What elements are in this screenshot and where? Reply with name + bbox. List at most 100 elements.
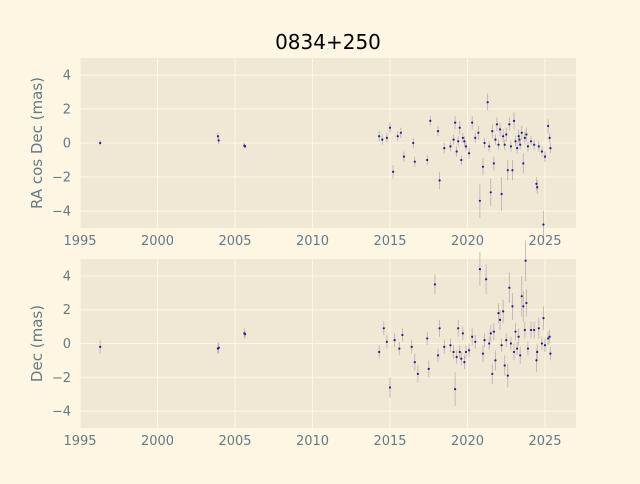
x-tick-label: 2000 [141, 234, 174, 249]
data-point [485, 278, 488, 281]
data-point [478, 268, 481, 271]
data-point [522, 305, 525, 308]
x-tick-label: 1995 [63, 234, 96, 249]
data-point [460, 357, 463, 360]
data-point [497, 311, 500, 315]
data-point [243, 333, 247, 336]
chart-title: 0834+250 [275, 30, 381, 54]
data-point [452, 350, 455, 354]
data-point [474, 340, 477, 343]
data-point [436, 130, 440, 133]
data-point [495, 123, 499, 126]
data-point [402, 155, 406, 158]
data-point [398, 347, 401, 350]
data-point [536, 186, 539, 189]
data-point [467, 152, 471, 155]
data-point [489, 332, 492, 335]
data-point [497, 143, 500, 146]
data-point [536, 350, 539, 354]
y-tick-label: 4 [63, 69, 71, 84]
data-point [516, 347, 519, 350]
data-point [217, 139, 220, 142]
data-point [433, 283, 437, 286]
data-point [401, 333, 404, 337]
data-point [426, 337, 429, 340]
data-point [467, 349, 471, 352]
data-point [458, 126, 461, 129]
data-point [464, 145, 468, 148]
data-point [460, 158, 463, 162]
data-point [457, 140, 460, 143]
data-point [410, 345, 413, 348]
data-point [509, 342, 512, 345]
data-point [529, 328, 533, 332]
data-point [443, 345, 446, 348]
data-point [511, 305, 514, 308]
data-point [500, 192, 503, 196]
data-point [99, 345, 102, 348]
data-point [503, 364, 506, 367]
y-axis-label: RA cos Dec (mas) [28, 77, 46, 209]
y-tick-label: 0 [63, 137, 71, 152]
data-point [463, 360, 466, 364]
data-point [512, 119, 516, 122]
data-point [548, 335, 551, 338]
data-point [547, 337, 550, 340]
data-point [393, 339, 396, 342]
data-point [491, 372, 494, 376]
data-point [438, 179, 441, 182]
data-point [535, 182, 538, 185]
y-tick-label: −4 [52, 405, 71, 420]
data-point [526, 347, 530, 350]
data-point [506, 374, 509, 377]
data-point [503, 143, 506, 146]
data-point [471, 335, 474, 338]
y-tick-label: 2 [63, 303, 71, 318]
data-point [413, 360, 416, 364]
data-point [378, 350, 381, 354]
data-point [489, 191, 492, 194]
plot-panel-2: 1995 2000 2005 2010 2015 2020 2025 −4 −2 0 2 4 Dec (… [28, 240, 576, 449]
data-point [511, 169, 514, 172]
data-point [381, 138, 384, 141]
data-point [542, 223, 545, 226]
data-point [543, 155, 547, 158]
data-point [483, 141, 486, 145]
data-point [458, 350, 461, 354]
y-tick-label: 0 [63, 337, 71, 352]
x-tick-label: 2010 [296, 234, 329, 249]
data-point [517, 335, 520, 338]
data-point [540, 150, 544, 153]
data-point [217, 346, 220, 349]
x-tick-label: 2000 [141, 434, 174, 449]
data-point [505, 133, 508, 136]
data-point [498, 318, 502, 321]
data-point [492, 330, 495, 333]
data-point [477, 131, 480, 134]
x-tick-label: 2005 [218, 434, 251, 449]
data-point [99, 141, 102, 145]
data-point [438, 327, 441, 330]
data-point [537, 327, 540, 330]
data-point [520, 131, 523, 134]
data-point [449, 145, 452, 148]
data-point [486, 101, 489, 104]
data-point [549, 147, 552, 150]
data-point [529, 140, 533, 143]
data-point [518, 138, 521, 141]
data-point [543, 344, 547, 347]
data-point [474, 136, 477, 139]
data-point [509, 145, 512, 148]
data-point [216, 135, 220, 138]
data-point [461, 332, 464, 335]
data-point [478, 199, 481, 202]
data-point [454, 388, 457, 391]
data-point [416, 372, 419, 376]
y-axis-label: Dec (mas) [28, 305, 46, 382]
data-point [506, 169, 509, 172]
data-point [514, 140, 517, 143]
data-point [385, 136, 388, 139]
data-point [533, 328, 536, 332]
x-tick-label: 2020 [451, 434, 484, 449]
data-point [523, 328, 526, 332]
